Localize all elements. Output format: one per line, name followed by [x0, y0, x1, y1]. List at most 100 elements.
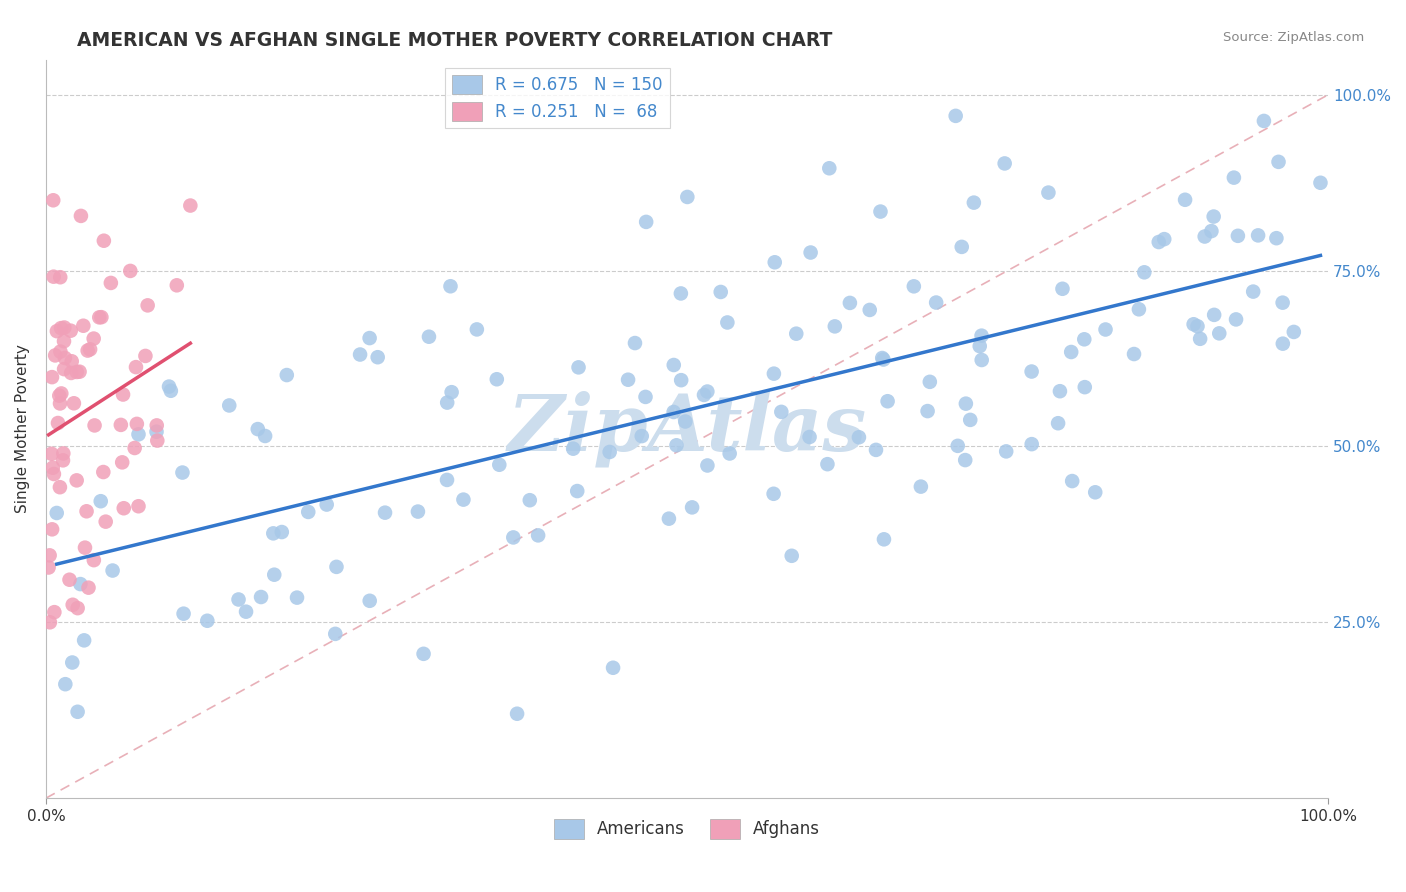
Point [76, 504, 98, 518]
Point [49, 344, 72, 359]
Point [859, 302, 882, 317]
Point [865, 442, 887, 457]
Point [994, 156, 1017, 170]
Point [53, 351, 76, 365]
Point [918, 375, 941, 389]
Point [359, 594, 381, 608]
Point [658, 511, 681, 525]
Point [66, 601, 89, 615]
Point [817, 457, 839, 471]
Point [567, 484, 589, 499]
Point [146, 434, 169, 448]
Point [77, 581, 100, 595]
Point [440, 385, 463, 400]
Point [696, 458, 718, 473]
Point [145, 425, 167, 439]
Point [465, 322, 488, 336]
Point [617, 373, 640, 387]
Point [562, 442, 585, 456]
Point [873, 533, 896, 547]
Point [1194, 229, 1216, 244]
Point [406, 505, 429, 519]
Point [506, 706, 529, 721]
Point [1147, 235, 1170, 249]
Point [963, 195, 986, 210]
Point [83, 418, 105, 433]
Point [38, 549, 60, 563]
Point [1201, 224, 1223, 238]
Point [1047, 416, 1070, 430]
Point [44, 605, 66, 619]
Point [995, 444, 1018, 458]
Point [453, 492, 475, 507]
Point [41, 370, 63, 384]
Point [120, 264, 142, 278]
Point [166, 278, 188, 293]
Point [1060, 345, 1083, 359]
Point [838, 296, 860, 310]
Point [325, 559, 347, 574]
Point [91, 465, 114, 479]
Point [1309, 176, 1331, 190]
Point [636, 215, 658, 229]
Point [1084, 485, 1107, 500]
Point [62, 598, 84, 612]
Point [669, 286, 692, 301]
Point [45, 324, 67, 338]
Point [716, 316, 738, 330]
Point [412, 647, 434, 661]
Point [41, 447, 63, 461]
Point [910, 480, 932, 494]
Point [762, 367, 785, 381]
Point [634, 390, 657, 404]
Point [1226, 228, 1249, 243]
Point [134, 349, 156, 363]
Point [145, 418, 167, 433]
Point [160, 384, 183, 398]
Point [60, 656, 83, 670]
Point [602, 661, 624, 675]
Legend: Americans, Afghans: Americans, Afghans [547, 813, 827, 846]
Y-axis label: Single Mother Poverty: Single Mother Poverty [15, 344, 30, 513]
Point [323, 627, 346, 641]
Point [69, 577, 91, 591]
Point [89, 310, 111, 325]
Point [969, 339, 991, 353]
Point [630, 429, 652, 443]
Point [94, 515, 117, 529]
Point [799, 430, 821, 444]
Point [696, 384, 718, 399]
Point [172, 466, 194, 480]
Point [1182, 318, 1205, 332]
Point [955, 397, 977, 411]
Point [112, 387, 135, 401]
Point [1128, 302, 1150, 317]
Point [1062, 474, 1084, 488]
Point [869, 204, 891, 219]
Point [58, 573, 80, 587]
Point [436, 395, 458, 409]
Point [945, 109, 967, 123]
Point [90, 310, 112, 325]
Point [676, 190, 699, 204]
Point [1282, 325, 1305, 339]
Point [49, 270, 72, 285]
Point [953, 453, 976, 467]
Point [125, 360, 148, 375]
Point [41, 522, 63, 536]
Point [59, 324, 82, 338]
Point [53, 362, 76, 376]
Point [52, 453, 75, 467]
Point [485, 372, 508, 386]
Point [1174, 193, 1197, 207]
Point [246, 422, 269, 436]
Point [1223, 170, 1246, 185]
Point [1241, 285, 1264, 299]
Point [49, 321, 72, 335]
Point [567, 360, 589, 375]
Point [297, 505, 319, 519]
Point [1204, 308, 1226, 322]
Point [39, 615, 62, 630]
Point [710, 285, 733, 299]
Point [1153, 232, 1175, 246]
